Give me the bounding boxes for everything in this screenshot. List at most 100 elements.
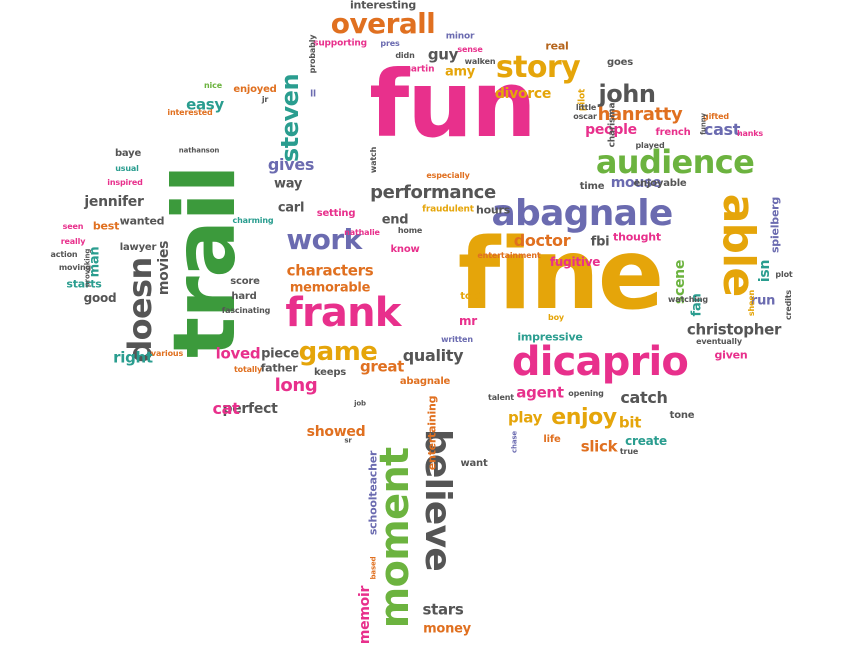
word: work: [286, 223, 362, 256]
word: carl: [277, 200, 305, 216]
word: want: [460, 458, 488, 469]
word: perfect: [222, 401, 278, 417]
word: pres: [380, 39, 400, 48]
word: performance: [370, 182, 496, 203]
word: cast: [703, 120, 741, 139]
word: setting: [316, 208, 356, 219]
word: usual: [115, 164, 139, 173]
word: eventually: [696, 337, 742, 346]
word: slick: [580, 437, 618, 456]
word: starts: [66, 277, 102, 291]
word: trail: [155, 166, 255, 358]
word: written: [441, 335, 473, 344]
word: job: [354, 399, 366, 408]
word: hanratty: [597, 104, 683, 125]
word: seen: [62, 222, 84, 231]
word: goes: [607, 57, 633, 68]
word: amy: [444, 64, 476, 80]
word: probably: [308, 34, 317, 74]
word: keeps: [313, 367, 347, 378]
word: action: [50, 250, 78, 259]
word: spielberg: [768, 196, 782, 254]
word: isn: [757, 259, 773, 283]
word: hours: [475, 203, 511, 217]
word: great: [359, 357, 405, 376]
word: catch: [620, 388, 668, 407]
word: run: [750, 293, 776, 309]
word: chase: [510, 430, 519, 454]
word: fine: [457, 218, 665, 332]
word: cat: [212, 399, 240, 418]
word: john: [598, 80, 656, 108]
word: opening: [568, 389, 604, 398]
word: overall: [330, 7, 436, 40]
word: moment: [372, 447, 418, 629]
word: hard: [231, 291, 257, 302]
word: gives: [267, 155, 315, 174]
word: plot: [775, 270, 793, 279]
word: easy: [186, 95, 224, 114]
word: nice: [204, 81, 222, 90]
word: true: [619, 447, 639, 456]
word: nathalie: [344, 228, 380, 237]
word: stars: [422, 600, 464, 619]
word: piece: [261, 346, 299, 362]
word: baye: [114, 148, 142, 159]
word: ll: [310, 89, 316, 100]
word: money: [423, 621, 471, 637]
word: christopher: [686, 320, 782, 339]
word: wanted: [119, 214, 165, 228]
word: sheen: [747, 289, 756, 317]
word: end: [381, 212, 409, 228]
word: oscar: [573, 112, 597, 121]
word: score: [230, 276, 260, 287]
word: watch: [369, 146, 378, 174]
word: various: [150, 349, 184, 358]
word: really: [60, 237, 86, 246]
word: entertaining: [425, 395, 439, 471]
word: given: [714, 348, 748, 362]
word: talent: [488, 393, 514, 402]
word: sense: [457, 45, 483, 54]
word: enjoyable: [633, 178, 687, 189]
word: fascinating: [221, 306, 271, 315]
word: based: [369, 556, 378, 580]
word: create: [625, 434, 667, 448]
word: mouse: [610, 175, 662, 191]
word: interesting: [349, 0, 417, 12]
word: didn: [395, 51, 415, 60]
word: right: [113, 348, 153, 367]
word: time: [579, 181, 605, 192]
word: minor: [445, 31, 475, 42]
word: jr: [261, 95, 269, 104]
word: martin: [401, 64, 435, 75]
word: enjoy: [551, 405, 617, 430]
word: nathanson: [178, 146, 220, 155]
word: told: [460, 291, 482, 302]
word: audience: [595, 143, 755, 181]
word: play: [507, 408, 543, 427]
word: fugitive: [549, 255, 601, 269]
word: best: [92, 219, 120, 233]
word: guy: [427, 45, 459, 64]
word: frank: [285, 290, 401, 336]
word: quality: [402, 346, 464, 365]
word: thought: [613, 230, 661, 244]
word: boy: [548, 313, 564, 322]
word: real: [545, 39, 569, 53]
word: schoolteacher: [366, 450, 380, 536]
word: especially: [426, 171, 470, 180]
word: divorce: [494, 86, 552, 102]
word: fraudulent: [422, 204, 474, 215]
word: sr: [344, 436, 352, 445]
word: movies: [156, 240, 172, 296]
word: bit: [618, 413, 642, 432]
word: doesn: [121, 257, 159, 363]
word: hanks: [736, 129, 764, 138]
word: dicaprio: [511, 339, 689, 385]
word: credits: [784, 289, 793, 321]
word: impressive: [517, 330, 583, 344]
word: game: [298, 337, 378, 367]
word: know: [390, 244, 420, 255]
